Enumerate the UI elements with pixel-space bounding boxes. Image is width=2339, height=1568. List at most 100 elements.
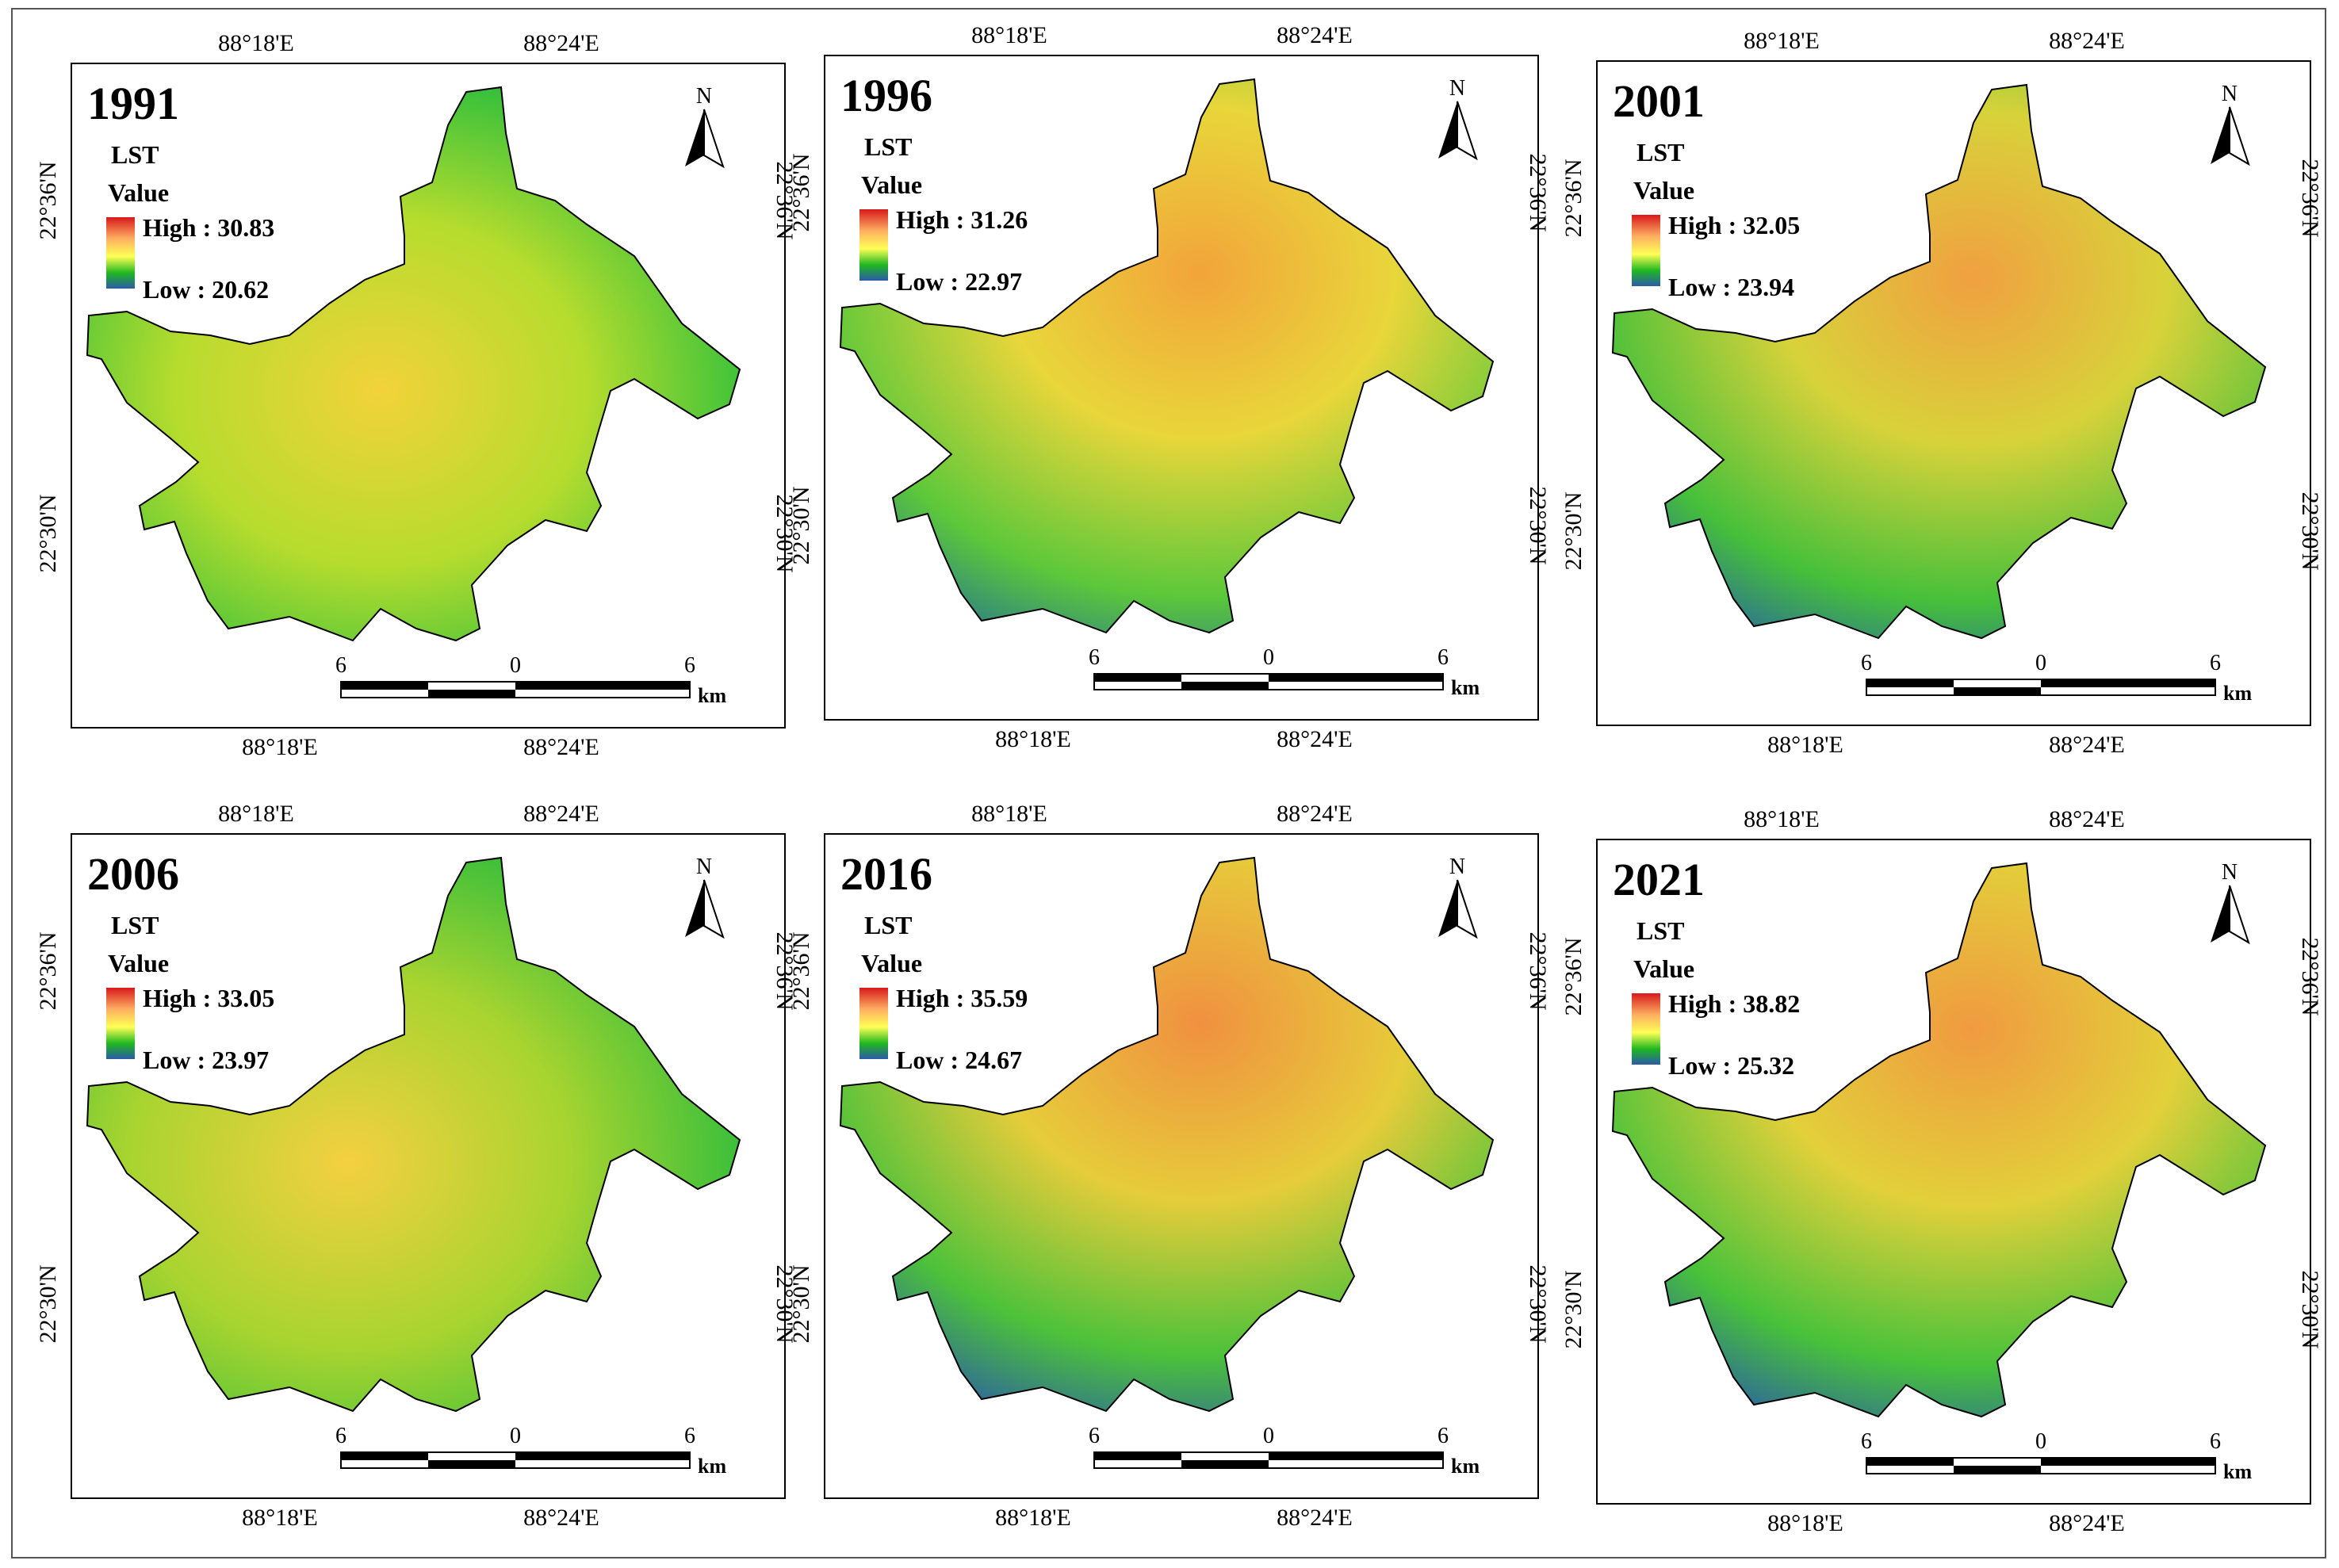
legend-high-label: High : 38.82: [1668, 989, 1800, 1018]
legend-subtitle: Value: [108, 178, 169, 207]
panel-year-label: 2001: [1613, 75, 1705, 127]
legend-color-ramp: [859, 209, 888, 281]
lon-label-top-1: 88°18'E: [971, 22, 1047, 48]
legend-high-label: High : 33.05: [143, 984, 274, 1012]
lat-label-left-1: 22°36'N: [1560, 937, 1587, 1015]
lon-label-top-2: 88°24'E: [2049, 806, 2125, 832]
figure-frame: [11, 8, 2326, 1558]
legend-low-label: Low : 22.97: [896, 267, 1022, 296]
lat-label-left-1: 22°36'N: [35, 931, 61, 1010]
lat-label-right-1: 22°36'N: [2297, 937, 2323, 1015]
scale-tick-left: 6: [335, 1424, 346, 1448]
lat-label-right-1: 22°36'N: [771, 161, 798, 239]
lon-label-bottom-2: 88°24'E: [523, 1505, 599, 1531]
map-panel-svg: 88°18'E 88°24'E 88°18'E 88°24'E 22°36'N …: [35, 30, 798, 760]
legend-title: LST: [111, 140, 159, 169]
lat-label-left-2: 22°30'N: [35, 494, 61, 572]
legend-subtitle: Value: [108, 949, 169, 977]
lon-label-top-1: 88°18'E: [218, 801, 294, 827]
lon-label-top-1: 88°18'E: [218, 30, 294, 56]
lon-label-top-2: 88°24'E: [2049, 28, 2125, 54]
map-panel-svg: 88°18'E 88°24'E 88°18'E 88°24'E 22°36'N …: [1560, 806, 2323, 1536]
lon-label-bottom-1: 88°18'E: [1767, 1510, 1843, 1536]
legend-low-label: Low : 24.67: [896, 1046, 1022, 1074]
legend-title: LST: [1637, 138, 1684, 166]
legend-color-ramp: [106, 217, 135, 289]
lon-label-top-1: 88°18'E: [1744, 28, 1820, 54]
north-arrow-icon: N: [685, 855, 725, 939]
panel-year-label: 1991: [87, 78, 179, 129]
legend-subtitle: Value: [1633, 954, 1694, 983]
lon-label-bottom-2: 88°24'E: [523, 734, 599, 760]
legend-title: LST: [111, 911, 159, 939]
legend-high-label: High : 32.05: [1668, 211, 1800, 239]
legend-low-label: Low : 23.97: [143, 1046, 269, 1074]
north-arrow-icon: N: [1438, 855, 1478, 939]
legend-color-ramp: [106, 988, 135, 1059]
panel-year-label: 2006: [87, 848, 179, 900]
north-label: N: [1449, 76, 1465, 101]
scale-tick-left: 6: [335, 653, 346, 678]
legend-title: LST: [864, 911, 912, 939]
city-boundary-map: [86, 86, 741, 642]
lon-label-bottom-1: 88°18'E: [242, 734, 318, 760]
legend-subtitle: Value: [1633, 176, 1694, 205]
legend-high-label: High : 35.59: [896, 984, 1028, 1012]
lat-label-right-2: 22°30'N: [2297, 1270, 2323, 1348]
map-panel-1996: 88°18'E 88°24'E 88°18'E 88°24'E 22°36'N …: [785, 0, 1554, 775]
lat-label-left-2: 22°30'N: [1560, 1270, 1587, 1348]
legend-low-label: Low : 23.94: [1668, 273, 1794, 301]
scale-tick-left: 6: [1861, 1429, 1872, 1454]
map-panel-2016: 88°18'E 88°24'E 88°18'E 88°24'E 22°36'N …: [785, 777, 1554, 1554]
legend-color-ramp: [859, 988, 888, 1059]
lat-label-right-2: 22°30'N: [1525, 1264, 1551, 1343]
lon-label-top-1: 88°18'E: [1744, 806, 1820, 832]
map-panel-svg: 88°18'E 88°24'E 88°18'E 88°24'E 22°36'N …: [788, 22, 1551, 752]
lon-label-top-2: 88°24'E: [523, 30, 599, 56]
lon-label-top-2: 88°24'E: [1277, 801, 1353, 827]
legend-color-ramp: [1632, 993, 1660, 1065]
lon-label-bottom-1: 88°18'E: [995, 726, 1071, 752]
north-label: N: [696, 855, 712, 879]
scale-unit: km: [1451, 676, 1480, 699]
map-panel-2001: 88°18'E 88°24'E 88°18'E 88°24'E 22°36'N …: [1557, 4, 2326, 781]
lat-label-right-1: 22°36'N: [1525, 153, 1551, 231]
lon-label-bottom-2: 88°24'E: [2049, 1510, 2125, 1536]
lon-label-top-1: 88°18'E: [971, 801, 1047, 827]
lon-label-top-2: 88°24'E: [523, 801, 599, 827]
scale-unit: km: [2223, 682, 2252, 705]
legend-title: LST: [864, 132, 912, 161]
panel-year-label: 2016: [840, 848, 932, 900]
lat-label-left-1: 22°36'N: [788, 931, 814, 1010]
lon-label-bottom-1: 88°18'E: [995, 1505, 1071, 1531]
panel-year-label: 2021: [1613, 854, 1705, 905]
legend-high-label: High : 31.26: [896, 205, 1028, 234]
map-frame: [71, 63, 786, 729]
legend-subtitle: Value: [861, 170, 922, 199]
scale-tick-left: 6: [1861, 651, 1872, 675]
scale-unit: km: [698, 684, 726, 707]
scale-tick-left: 6: [1089, 645, 1100, 670]
scale-tick-zero: 0: [2035, 651, 2046, 675]
north-label: N: [2222, 860, 2238, 885]
lat-label-left-1: 22°36'N: [788, 153, 814, 231]
lat-label-right-2: 22°30'N: [771, 494, 798, 572]
scale-tick-right: 6: [1437, 645, 1449, 670]
lat-label-left-1: 22°36'N: [35, 161, 61, 239]
lon-label-bottom-1: 88°18'E: [242, 1505, 318, 1531]
scale-tick-left: 6: [1089, 1424, 1100, 1448]
map-panel-2021: 88°18'E 88°24'E 88°18'E 88°24'E 22°36'N …: [1557, 782, 2326, 1559]
scale-unit: km: [1451, 1455, 1480, 1478]
north-arrow-icon: N: [2211, 82, 2250, 166]
lat-label-right-2: 22°30'N: [1525, 486, 1551, 564]
city-boundary-map: [86, 856, 741, 1413]
lat-label-right-2: 22°30'N: [2297, 491, 2323, 570]
lon-label-bottom-2: 88°24'E: [2049, 732, 2125, 758]
lat-label-left-2: 22°30'N: [788, 486, 814, 564]
city-boundary-map: [1611, 862, 2267, 1418]
scale-tick-right: 6: [2210, 1429, 2221, 1454]
map-panel-svg: 88°18'E 88°24'E 88°18'E 88°24'E 22°36'N …: [1560, 28, 2323, 758]
scale-tick-zero: 0: [510, 1424, 521, 1448]
city-boundary-map: [1611, 83, 2267, 640]
lon-label-bottom-2: 88°24'E: [1277, 726, 1353, 752]
